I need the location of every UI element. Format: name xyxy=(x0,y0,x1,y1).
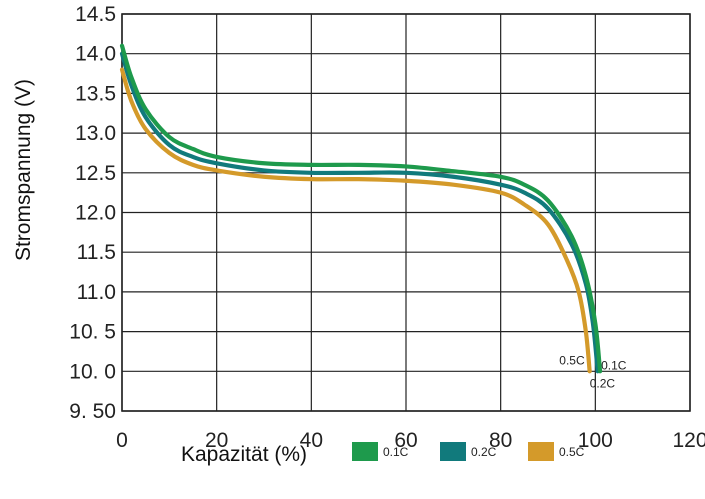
series-layer xyxy=(119,43,603,374)
legend-label-0-2C: 0.2C xyxy=(471,445,497,459)
x-axis-title: Kapazität (%) xyxy=(181,443,307,466)
y-tick-label-9: 10. 0 xyxy=(69,360,116,383)
legend-swatch-0-2C xyxy=(440,442,466,461)
series-end-labels: 0.1C 0.2C 0.5C xyxy=(559,353,626,390)
x-tick-label-2: 40 xyxy=(300,429,323,452)
x-tick-label-4: 80 xyxy=(489,429,512,452)
x-tick-label-1: 20 xyxy=(205,429,228,452)
series-line-0-2C xyxy=(119,51,600,374)
grid-layer xyxy=(121,13,691,412)
x-tick-labels: 0 20 40 60 80 100 120 xyxy=(116,429,705,452)
series-line-0-5C xyxy=(119,67,592,374)
x-tick-label-6: 120 xyxy=(672,429,705,452)
x-tick-label-5: 100 xyxy=(578,429,613,452)
y-tick-label-6: 11.5 xyxy=(77,241,116,264)
legend: 0.1C 0.2C 0.5C xyxy=(352,442,585,461)
series-end-label-0-5C: 0.5C xyxy=(559,353,585,367)
legend-label-0-1C: 0.1C xyxy=(383,445,409,459)
legend-swatch-0-5C xyxy=(528,442,554,461)
series-end-label-0-1C: 0.1C xyxy=(601,358,627,372)
y-tick-label-5: 12.0 xyxy=(75,202,116,225)
y-tick-labels: 14.5 14.0 13.5 13.0 12.5 12.0 11.5 11.0 10. 5 10.… xyxy=(69,3,116,423)
x-tick-label-3: 60 xyxy=(394,429,417,452)
y-tick-label-2: 13.5 xyxy=(75,82,116,105)
series-end-label-0-2C: 0.2C xyxy=(590,376,616,390)
y-axis-title: Stromspannung (V) xyxy=(12,79,35,261)
y-tick-label-8: 10. 5 xyxy=(69,321,116,344)
legend-label-0-5C: 0.5C xyxy=(559,445,585,459)
legend-swatch-0-1C xyxy=(352,442,378,461)
y-tick-label-7: 11.0 xyxy=(77,281,116,304)
y-tick-label-4: 12.5 xyxy=(75,162,116,185)
y-tick-label-0: 14.5 xyxy=(75,3,116,26)
y-tick-label-3: 13.0 xyxy=(75,122,116,145)
y-tick-label-10: 9. 50 xyxy=(69,400,116,423)
y-tick-label-1: 14.0 xyxy=(75,43,116,66)
x-tick-label-0: 0 xyxy=(116,429,128,452)
series-line-0-1C xyxy=(119,43,603,374)
plot-frame xyxy=(121,13,691,412)
